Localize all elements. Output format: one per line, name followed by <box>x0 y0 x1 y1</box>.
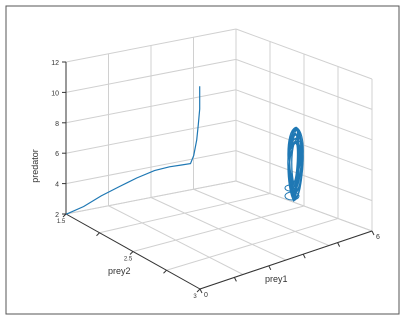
z-tick-label: 2 <box>55 212 59 219</box>
y-tick-mark <box>62 213 67 218</box>
z-tick-label: 6 <box>55 151 59 158</box>
z-axis-label: predator <box>30 149 40 183</box>
gridline-floor <box>166 218 339 271</box>
y-tick-mark <box>196 288 201 293</box>
series-loop <box>284 191 300 201</box>
series-loop <box>284 184 296 192</box>
x-tick-mark <box>337 242 341 247</box>
series-layer <box>66 86 304 215</box>
series-attractor <box>287 126 304 202</box>
x-tick-mark <box>268 265 272 271</box>
grid-layer <box>65 28 373 290</box>
tick-layer: 2 4 6 8 10 12 1.5 2.5 3 0 6 <box>51 60 380 300</box>
y-tick-label: 1.5 <box>57 219 66 225</box>
y-tick-label: 2.5 <box>124 257 133 263</box>
gridline-floor <box>193 188 330 246</box>
x-tick-mark <box>371 230 375 236</box>
x-axis-line <box>199 230 373 290</box>
z-tick-label: 12 <box>51 60 59 67</box>
x-tick-label: 0 <box>204 292 208 299</box>
z-tick-label: 4 <box>55 182 59 189</box>
x-tick-mark <box>302 253 306 259</box>
y-tick-mark <box>96 232 100 237</box>
z-tick-label: 8 <box>55 121 59 128</box>
x-axis-label: prey1 <box>265 274 288 284</box>
y-axis-label: prey2 <box>108 266 131 276</box>
gridline-floor <box>235 180 373 232</box>
y-tick-mark <box>129 251 134 255</box>
x-tick-label: 6 <box>376 234 380 241</box>
x-tick-mark <box>199 288 203 294</box>
z-tick-label: 10 <box>51 90 59 97</box>
chart-frame <box>5 5 400 315</box>
y-tick-mark <box>163 269 167 274</box>
x-tick-mark <box>233 277 237 282</box>
gridline-floor <box>132 205 305 252</box>
y-tick-label: 3 <box>193 294 197 300</box>
series-line <box>66 86 201 215</box>
